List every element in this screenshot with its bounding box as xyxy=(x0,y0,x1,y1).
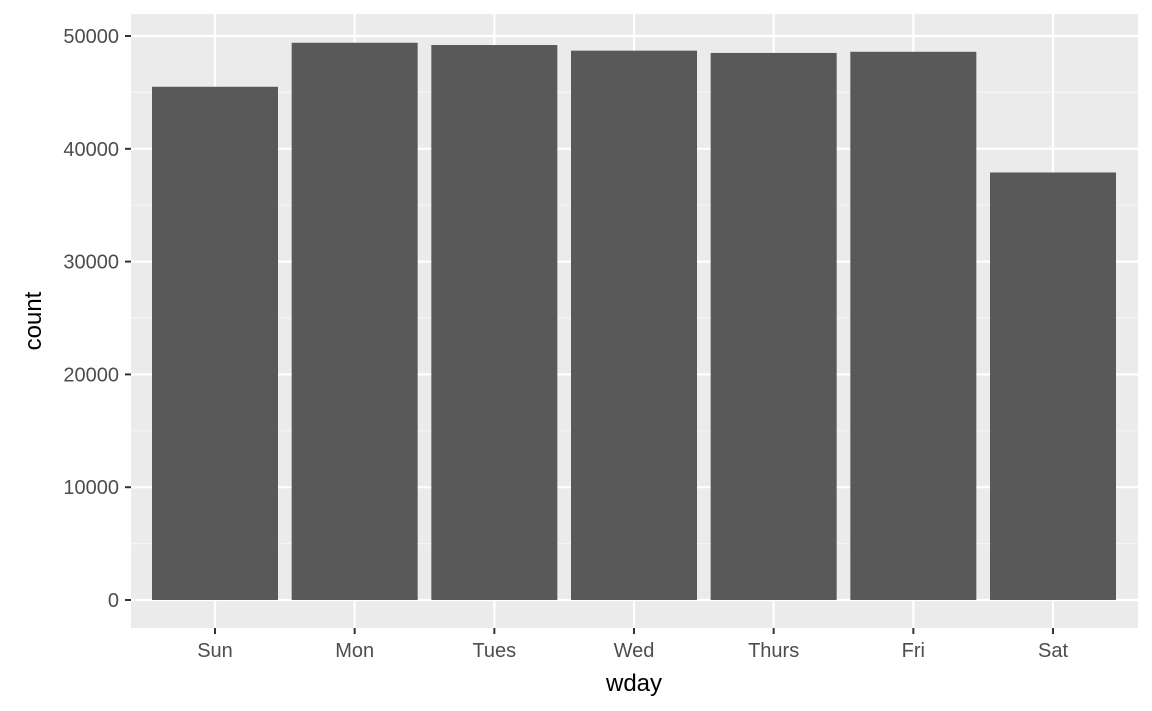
x-tick-label: Thurs xyxy=(748,640,799,662)
y-axis-ticks: 0 10000 20000 30000 40000 50000 xyxy=(63,26,131,612)
x-axis-title: wday xyxy=(605,670,662,697)
y-tick-label: 10000 xyxy=(63,477,119,499)
bar-tues xyxy=(431,45,558,601)
y-tick-label: 50000 xyxy=(63,26,119,48)
y-tick-label: 30000 xyxy=(63,252,119,274)
x-tick-label: Fri xyxy=(902,640,925,662)
bar-sun xyxy=(152,86,278,600)
x-tick-label: Tues xyxy=(472,640,516,662)
x-tick-label: Sun xyxy=(197,640,233,662)
y-tick-label: 40000 xyxy=(63,139,119,161)
bar-wed xyxy=(571,50,697,600)
bar-mon xyxy=(291,42,418,600)
x-tick-label: Wed xyxy=(614,640,655,662)
bar-sat xyxy=(990,172,1116,600)
x-axis-ticks: Sun Mon Tues Wed Thurs Fri Sat xyxy=(197,628,1068,662)
y-tick-label: 20000 xyxy=(63,364,119,386)
bar-fri xyxy=(850,51,977,601)
x-tick-label: Sat xyxy=(1038,640,1068,662)
y-axis-title: count xyxy=(20,291,47,350)
bars xyxy=(152,42,1116,601)
y-tick-label: 0 xyxy=(108,590,119,612)
x-tick-label: Mon xyxy=(335,640,374,662)
bar-thurs xyxy=(710,52,837,601)
